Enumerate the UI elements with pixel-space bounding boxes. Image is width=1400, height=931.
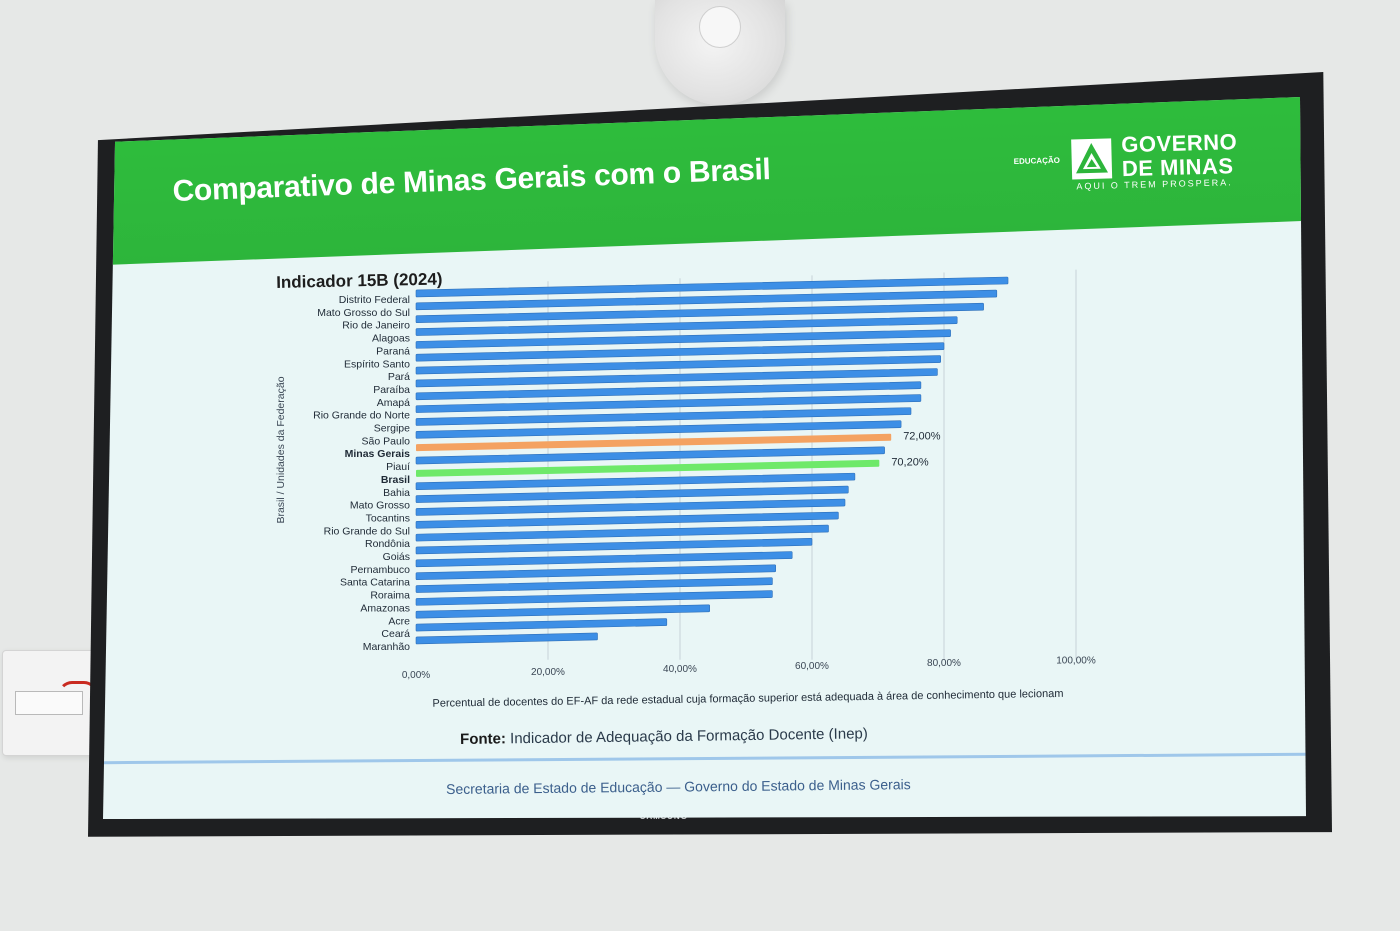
y-axis-label: Brasil / Unidades da Federação (275, 376, 287, 523)
chart-bar (415, 618, 668, 632)
category-label: Distrito Federal (339, 294, 410, 306)
category-label: São Paulo (362, 435, 411, 447)
x-tick-label: 100,00% (1056, 655, 1096, 666)
source-prefix: Fonte: (460, 730, 507, 748)
category-label: Rio de Janeiro (342, 320, 410, 332)
category-label: Pernambuco (350, 564, 410, 576)
x-tick-label: 40,00% (663, 664, 697, 675)
chart-bar (415, 604, 711, 619)
chart-bar (415, 498, 846, 516)
category-label: Alagoas (372, 333, 410, 345)
chart-bar (416, 433, 892, 452)
chart-bar (415, 538, 813, 555)
tv-screen: Comparativo de Minas Gerais com o Brasil… (103, 97, 1306, 819)
category-label: Amazonas (360, 602, 410, 614)
x-tick-label: 60,00% (795, 661, 829, 672)
category-label: Pará (388, 371, 410, 383)
mountain-logo-icon (1071, 138, 1113, 180)
x-tick-label: 0,00% (402, 670, 430, 681)
category-label: Paraná (376, 345, 410, 357)
chart-bar (415, 524, 829, 542)
chart-bar (415, 355, 942, 375)
category-label: Paraíba (373, 384, 410, 396)
category-label: Mato Grosso (350, 500, 410, 512)
chart-bar (415, 394, 922, 413)
chart-bar (415, 276, 1009, 298)
chart-bar (415, 632, 598, 645)
chart-bar (415, 472, 856, 491)
category-label: Rondônia (365, 538, 410, 550)
chart-bar (415, 564, 777, 580)
data-label: 70,20% (891, 457, 929, 469)
x-tick-label: 80,00% (927, 658, 961, 669)
category-label: Maranhão (363, 641, 410, 653)
governo-de-minas-logo: EDUCAÇÃO GOVERNO DE MINAS AQUI O TREM PR… (1013, 129, 1255, 197)
data-label: 72,00% (903, 431, 941, 443)
category-label: Rio Grande do Norte (313, 410, 410, 422)
category-label: Amapá (377, 397, 410, 409)
category-label: Sergipe (374, 423, 410, 435)
wall-outlet (2, 650, 98, 756)
chart-bar (415, 446, 885, 465)
category-label: Santa Catarina (340, 577, 410, 589)
chart-bar (415, 381, 922, 401)
category-label: Rio Grande do Sul (324, 525, 410, 537)
category-label: Ceará (381, 628, 410, 640)
category-label: Espírito Santo (344, 358, 410, 370)
category-label: Acre (388, 615, 410, 627)
chart-bar (415, 551, 793, 568)
chart-bar (415, 590, 773, 606)
chart-bar (415, 302, 984, 323)
chart-bar (415, 511, 839, 529)
chart-bar (415, 420, 902, 439)
chart-bar (415, 368, 938, 388)
category-label: Roraima (370, 590, 410, 602)
category-label: Minas Gerais (345, 448, 411, 460)
category-label: Piauí (386, 461, 410, 473)
sensor-dome (699, 6, 741, 48)
chart-bar (415, 316, 958, 336)
category-label: Goiás (383, 551, 410, 563)
x-axis-label: Percentual de docentes do EF-AF da rede … (432, 688, 1063, 710)
chart-bar (415, 577, 773, 593)
chart-bar (415, 485, 849, 503)
chart-bar (415, 407, 912, 426)
x-tick-label: 20,00% (531, 667, 565, 678)
category-label: Mato Grosso do Sul (317, 307, 410, 319)
chart-bar (415, 289, 998, 311)
category-label: Brasil (381, 474, 410, 486)
chart-bar (416, 459, 880, 477)
bar-chart: Indicador 15B (2024) Distrito Federal Mat… (103, 97, 1306, 819)
ceiling-sensor (655, 0, 785, 105)
chart-bar (415, 329, 951, 349)
category-label: Tocantins (366, 512, 410, 524)
category-label: Bahia (383, 487, 410, 499)
chart-bar (415, 342, 945, 362)
